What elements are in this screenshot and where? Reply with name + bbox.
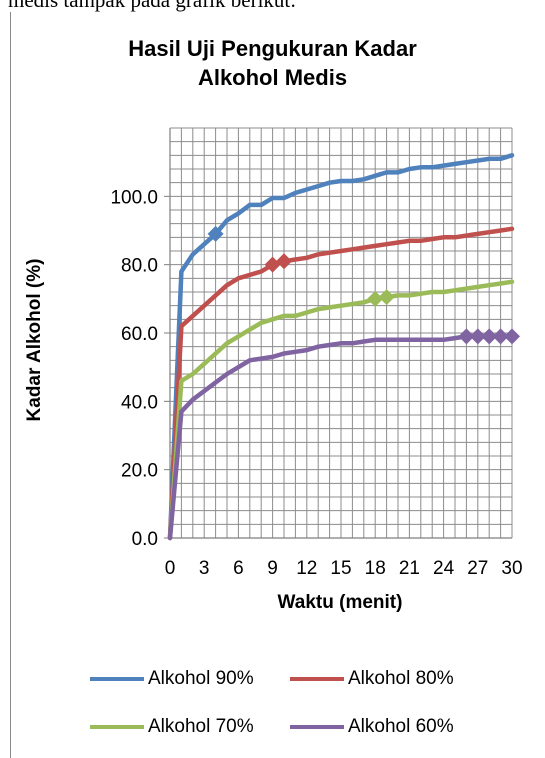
- series-marker-4: [469, 328, 486, 345]
- y-tick-label: 40.0: [121, 392, 158, 413]
- y-tick-label: 100.0: [110, 187, 158, 208]
- series-marker-4: [504, 328, 520, 345]
- legend-label-3: Alkohol 70%: [148, 716, 254, 737]
- x-tick-label: 18: [365, 558, 386, 579]
- legend-item-1: Alkohol 90%: [90, 668, 254, 690]
- x-tick-label: 15: [330, 558, 351, 579]
- x-tick-label: 24: [433, 558, 455, 579]
- x-tick-label: 0: [165, 558, 176, 579]
- legend-item-4: Alkohol 60%: [290, 716, 454, 738]
- y-axis-label: Kadar Alkohol (%): [24, 258, 45, 422]
- x-axis-label: Waktu (menit): [277, 592, 403, 613]
- series-line-2: [167, 226, 515, 541]
- x-tick-label: 21: [399, 558, 420, 579]
- chart-title-line-1: Hasil Uji Pengukuran Kadar: [128, 36, 417, 61]
- legend-swatch-1: [90, 677, 144, 681]
- legend-item-3: Alkohol 70%: [90, 716, 254, 738]
- y-tick-label: 20.0: [121, 461, 158, 482]
- legend-label-2: Alkohol 80%: [348, 668, 454, 689]
- series-marker-3: [367, 290, 384, 307]
- x-tick-label: 3: [199, 558, 210, 579]
- x-tick-label: 6: [233, 558, 244, 579]
- y-tick-label: 0.0: [132, 529, 158, 550]
- frame-border: [10, 12, 11, 758]
- chart-title: Hasil Uji Pengukuran Kadar Alkohol Medis: [0, 34, 545, 92]
- legend-swatch-2: [290, 677, 344, 681]
- legend-label-1: Alkohol 90%: [148, 668, 254, 689]
- y-tick-label: 60.0: [121, 324, 158, 345]
- x-tick-label: 9: [267, 558, 278, 579]
- intro-text: medis tampak pada grafik berikut:: [8, 0, 297, 12]
- series-line-3: [167, 279, 515, 541]
- x-tick-label: 30: [501, 558, 522, 579]
- series-marker-4: [481, 328, 498, 345]
- series-marker-3: [378, 289, 395, 306]
- legend-swatch-4: [290, 725, 344, 729]
- x-tick-label: 12: [296, 558, 317, 579]
- series-marker-4: [492, 328, 509, 345]
- x-tick-label: 27: [467, 558, 488, 579]
- series-line-1: [167, 153, 515, 541]
- series-marker-1: [207, 225, 224, 242]
- y-tick-label: 80.0: [121, 256, 158, 277]
- series-marker-2: [276, 253, 292, 270]
- legend-item-2: Alkohol 80%: [290, 668, 454, 690]
- series-marker-4: [458, 328, 475, 345]
- chart-title-line-2: Alkohol Medis: [197, 65, 348, 90]
- legend-swatch-3: [90, 725, 144, 729]
- series-line-4: [167, 334, 515, 541]
- legend-label-4: Alkohol 60%: [348, 716, 454, 737]
